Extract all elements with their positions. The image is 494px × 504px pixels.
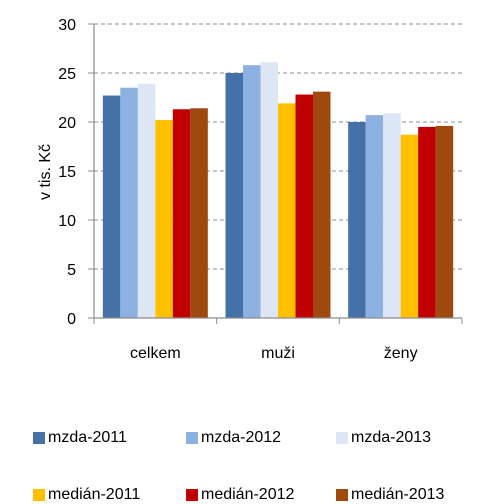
bar-mzda-2011 — [348, 122, 366, 318]
legend-label: mzda-2013 — [351, 429, 432, 446]
x-tick-label: celkem — [130, 345, 181, 362]
bar-medián-2011 — [400, 134, 419, 318]
y-tick-label: 15 — [58, 164, 76, 181]
y-tick-label: 20 — [58, 115, 76, 132]
bars — [102, 62, 454, 319]
bar-mzda-2012 — [365, 115, 384, 318]
bar-mzda-2012 — [243, 65, 261, 318]
bar-mzda-2011 — [225, 73, 243, 318]
legend-swatch — [33, 489, 45, 501]
bar-medián-2012 — [418, 126, 436, 319]
x-tick-label: muži — [261, 345, 295, 362]
bar-medián-2012 — [172, 109, 191, 318]
y-axis-label: v tis. Kč — [37, 144, 54, 200]
bar-mzda-2013 — [383, 113, 401, 319]
legend-item: mzda-2012 — [186, 429, 281, 447]
legend-swatch — [186, 489, 198, 501]
legend-label: medián-2013 — [351, 486, 445, 503]
legend-item: mzda-2011 — [33, 429, 127, 447]
bar-medián-2013 — [190, 108, 208, 318]
bar-medián-2012 — [295, 94, 313, 318]
y-tick-label: 0 — [67, 311, 76, 328]
legend-label: medián-2012 — [201, 486, 295, 503]
legend-item: medián-2011 — [33, 486, 140, 504]
legend-item: medián-2012 — [186, 486, 294, 504]
bar-mzda-2012 — [120, 87, 138, 318]
legend-item: mzda-2013 — [336, 429, 431, 447]
legend-label: mzda-2012 — [201, 429, 282, 446]
bar-mzda-2013 — [137, 83, 156, 318]
y-tick-label: 10 — [58, 213, 76, 230]
x-tick-label: ženy — [384, 345, 418, 362]
legend-label: medián-2011 — [48, 486, 141, 503]
bar-medián-2011 — [278, 103, 296, 318]
y-tick-label: 30 — [58, 17, 76, 34]
legend-label: mzda-2011 — [48, 429, 127, 446]
bar-medián-2013 — [435, 125, 454, 318]
legend-swatch — [336, 432, 348, 444]
bar-medián-2011 — [155, 120, 173, 318]
x-tick-labels: celkem muži ženy — [130, 345, 418, 362]
y-tick-labels: 0 5 10 15 20 25 30 — [58, 17, 76, 328]
bar-medián-2013 — [313, 91, 331, 319]
y-tick-label: 5 — [67, 262, 76, 279]
legend-item: medián-2013 — [336, 486, 444, 504]
bar-mzda-2013 — [260, 62, 278, 318]
legend-swatch — [336, 489, 348, 501]
axes — [88, 23, 463, 324]
bar-chart: 0 5 10 15 20 25 30 celkem muži ženy v tis. Kč — [37, 17, 463, 362]
legend-swatch — [186, 432, 198, 444]
legend-swatch — [33, 432, 45, 444]
bar-mzda-2011 — [102, 95, 121, 318]
y-tick-label: 25 — [58, 66, 76, 83]
